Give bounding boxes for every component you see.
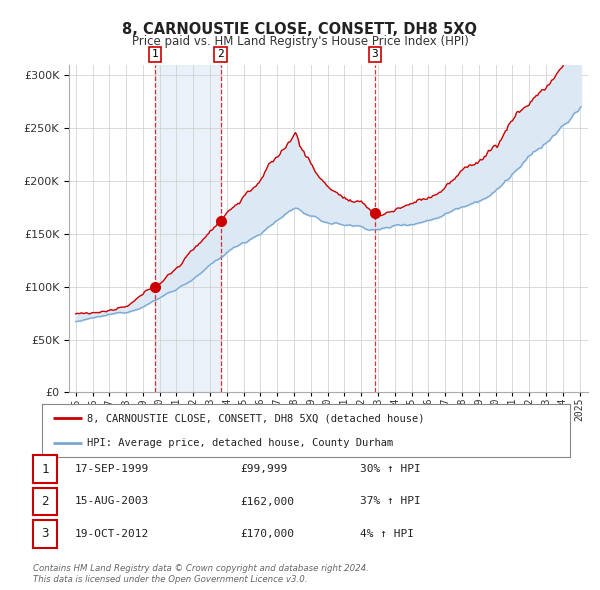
Text: 17-SEP-1999: 17-SEP-1999 (75, 464, 149, 474)
Text: HPI: Average price, detached house, County Durham: HPI: Average price, detached house, Coun… (87, 438, 393, 448)
Text: 1: 1 (41, 463, 49, 476)
Text: Price paid vs. HM Land Registry's House Price Index (HPI): Price paid vs. HM Land Registry's House … (131, 35, 469, 48)
Text: 37% ↑ HPI: 37% ↑ HPI (360, 497, 421, 506)
Text: This data is licensed under the Open Government Licence v3.0.: This data is licensed under the Open Gov… (33, 575, 308, 584)
Text: 3: 3 (41, 527, 49, 540)
Text: 3: 3 (371, 50, 378, 60)
Text: 2: 2 (217, 50, 224, 60)
Bar (155, 65, 221, 392)
Text: 1: 1 (151, 50, 158, 60)
Text: 19-OCT-2012: 19-OCT-2012 (75, 529, 149, 539)
Text: 8, CARNOUSTIE CLOSE, CONSETT, DH8 5XQ (detached house): 8, CARNOUSTIE CLOSE, CONSETT, DH8 5XQ (d… (87, 414, 424, 424)
Text: £99,999: £99,999 (240, 464, 287, 474)
Text: 4% ↑ HPI: 4% ↑ HPI (360, 529, 414, 539)
Text: 15-AUG-2003: 15-AUG-2003 (75, 497, 149, 506)
Text: 30% ↑ HPI: 30% ↑ HPI (360, 464, 421, 474)
Text: £162,000: £162,000 (240, 497, 294, 506)
Text: 2: 2 (41, 495, 49, 508)
Text: 8, CARNOUSTIE CLOSE, CONSETT, DH8 5XQ: 8, CARNOUSTIE CLOSE, CONSETT, DH8 5XQ (122, 22, 478, 37)
Text: £170,000: £170,000 (240, 529, 294, 539)
Text: Contains HM Land Registry data © Crown copyright and database right 2024.: Contains HM Land Registry data © Crown c… (33, 565, 369, 573)
